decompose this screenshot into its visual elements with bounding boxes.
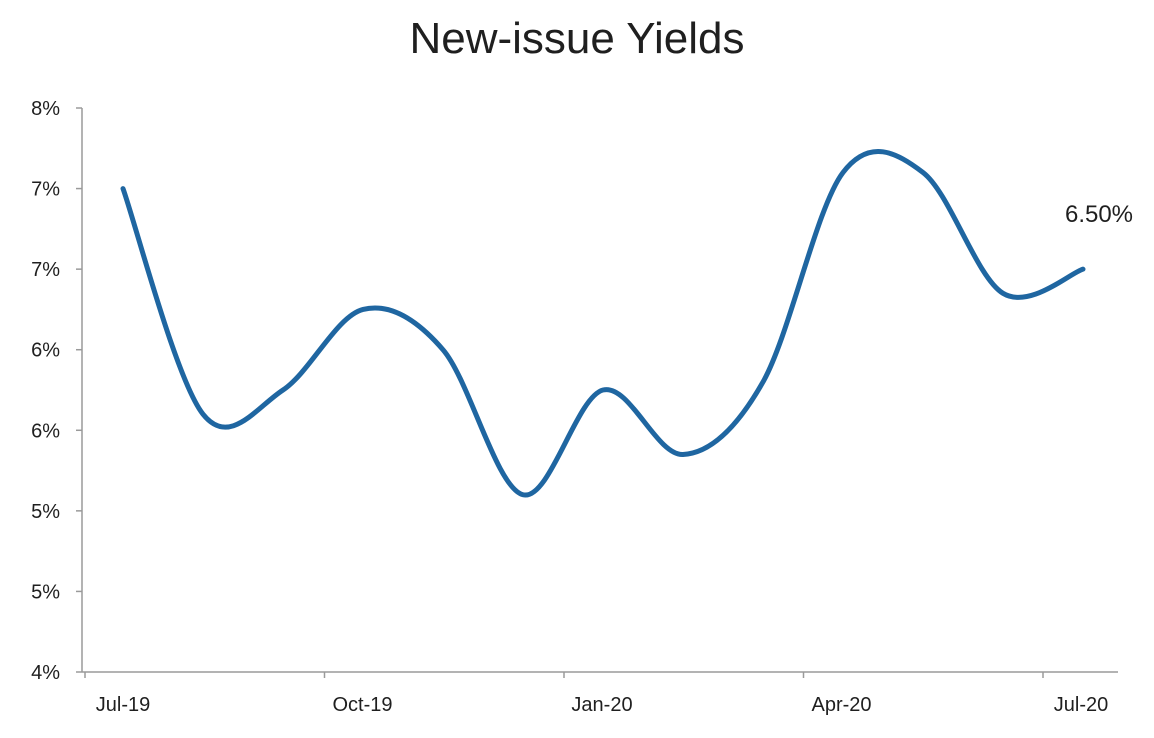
x-tick-label: Jan-20: [571, 694, 632, 716]
data-point: [1081, 267, 1086, 272]
y-tick-label: 7%: [31, 259, 60, 281]
data-point: [361, 307, 366, 312]
y-tick-label: 4%: [31, 662, 60, 684]
data-point: [281, 388, 286, 393]
x-tick-label: Oct-19: [332, 694, 392, 716]
data-point: [201, 412, 206, 417]
y-tick-label: 6%: [31, 340, 60, 362]
data-label: 6.50%: [1065, 201, 1133, 228]
data-point: [921, 170, 926, 175]
series-line: [120, 148, 1086, 498]
data-point: [761, 379, 766, 384]
data-point: [601, 388, 606, 393]
y-tick-label: 6%: [31, 420, 60, 442]
data-point: [441, 347, 446, 352]
x-tick-label: Jul-19: [96, 694, 150, 716]
series-layer: [120, 148, 1086, 498]
x-tick-label: Apr-20: [811, 694, 871, 716]
y-tick-label: 5%: [31, 501, 60, 523]
y-tick-label: 5%: [31, 581, 60, 603]
data-point: [121, 186, 126, 191]
data-point: [841, 170, 846, 175]
x-tick-label: Jul-20: [1054, 694, 1108, 716]
chart-labels: 4% 5% 5% 6% 6% 7% 7% 8% Jul-19 Oct-19 Jan-20 Apr-20…: [31, 98, 1133, 716]
data-point: [521, 492, 526, 497]
data-point: [1001, 291, 1006, 296]
data-point: [681, 452, 686, 457]
chart-title: New-issue Yields: [409, 14, 745, 63]
y-tick-label: 8%: [31, 98, 60, 120]
y-tick-label: 7%: [31, 179, 60, 201]
chart-axes: [76, 107, 1118, 678]
